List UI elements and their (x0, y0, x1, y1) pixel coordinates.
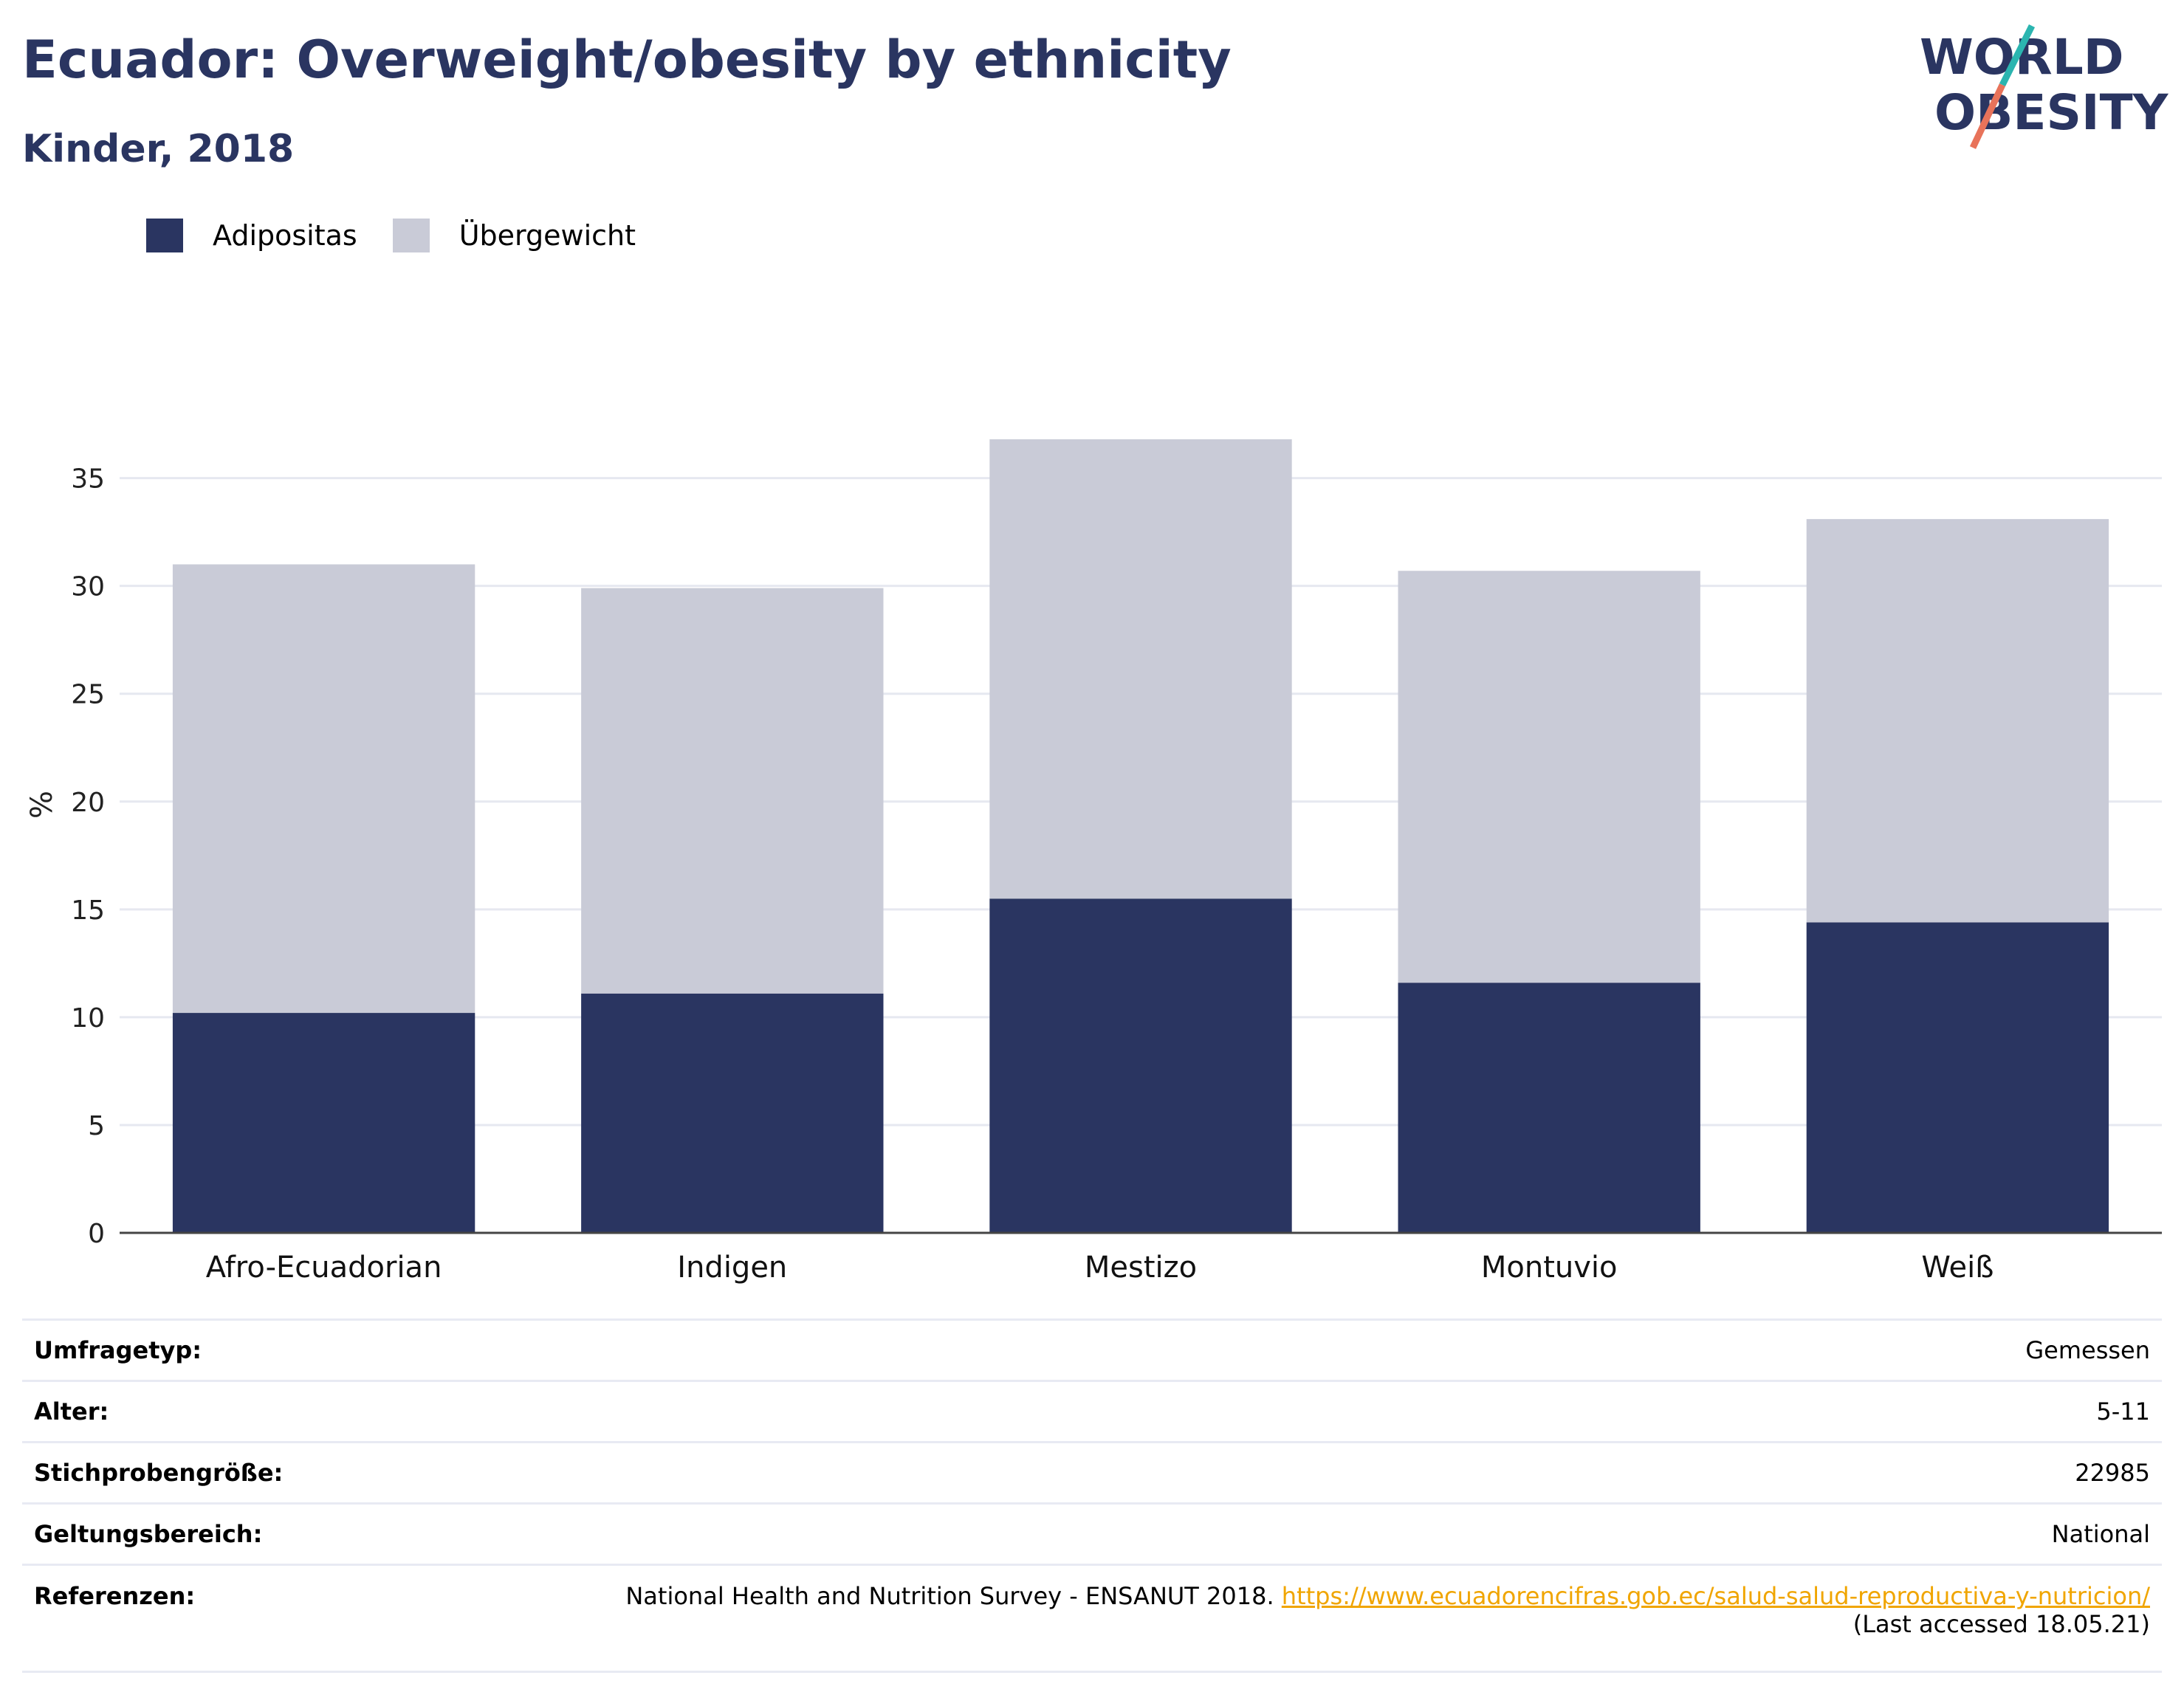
chart-title: Ecuador: Overweight/obesity by ethnicity (22, 30, 1232, 90)
meta-key: Alter: (22, 1380, 415, 1443)
x-tick-label: Weiß (1921, 1251, 1994, 1285)
meta-value: Gemessen (415, 1318, 2162, 1381)
y-tick-label: 30 (71, 572, 105, 602)
y-tick-label: 25 (71, 680, 105, 710)
bar-adipositas[interactable] (1806, 922, 2109, 1233)
x-tick-label: Montuvio (1481, 1251, 1618, 1285)
chart-legend: Adipositas Übergewicht (146, 219, 671, 252)
legend-label-uebergewicht: Übergewicht (459, 219, 636, 252)
x-tick-label: Mestizo (1085, 1251, 1197, 1285)
world-obesity-logo: WORLD OBESITY (1920, 24, 2169, 149)
y-tick-label: 15 (71, 895, 105, 926)
survey-metadata-table: Umfragetyp: Gemessen Alter: 5-11 Stichproben… (22, 1318, 2162, 1673)
chart-subtitle: Kinder, 2018 (22, 127, 295, 171)
meta-key: Referenzen: (22, 1564, 415, 1673)
bar-adipositas[interactable] (581, 993, 884, 1233)
reference-text: National Health and Nutrition Survey - E… (625, 1582, 1274, 1610)
reference-link[interactable]: https://www.ecuadorencifras.gob.ec/salud… (1281, 1582, 2150, 1610)
y-axis-title: % (25, 791, 59, 819)
bars (172, 439, 2109, 1233)
x-tick-label: Indigen (677, 1251, 787, 1285)
x-tick-label: Afro-Ecuadorian (206, 1251, 442, 1285)
meta-row: Alter: 5-11 (22, 1380, 2162, 1443)
logo-line2: OBESITY (1934, 84, 2169, 141)
bar-uebergewicht[interactable] (1398, 571, 1700, 983)
meta-value: 22985 (415, 1441, 2162, 1504)
bar-uebergewicht[interactable] (1806, 519, 2109, 923)
y-tick-label: 35 (71, 464, 105, 495)
bar-uebergewicht[interactable] (172, 564, 475, 1014)
bar-uebergewicht[interactable] (989, 439, 1292, 899)
references-value: National Health and Nutrition Survey - E… (415, 1564, 2162, 1673)
axes: 0 5 10 15 20 25 30 35 Afro-Ecuadorian Indigen Mest… (71, 464, 2162, 1285)
bar-adipositas[interactable] (172, 1013, 475, 1233)
meta-key: Stichprobengröße: (22, 1441, 415, 1504)
meta-row: Stichprobengröße: 22985 (22, 1441, 2162, 1504)
bar-adipositas[interactable] (989, 898, 1292, 1233)
bar-adipositas[interactable] (1398, 983, 1700, 1233)
meta-row: Umfragetyp: Gemessen (22, 1318, 2162, 1381)
legend-item-adipositas[interactable]: Adipositas (146, 219, 357, 252)
y-tick-label: 5 (88, 1111, 105, 1141)
logo-line1: WORLD (1920, 29, 2124, 86)
reference-accessed: (Last accessed 18.05.21) (1852, 1610, 2150, 1638)
legend-label-adipositas: Adipositas (213, 219, 357, 252)
y-tick-label: 20 (71, 788, 105, 818)
meta-row: Geltungsbereich: National (22, 1502, 2162, 1565)
meta-key: Umfragetyp: (22, 1318, 415, 1381)
bar-uebergewicht[interactable] (581, 588, 884, 994)
logo-slash-top (1999, 24, 2036, 87)
legend-item-uebergewicht[interactable]: Übergewicht (392, 219, 636, 252)
y-tick-label: 0 (88, 1219, 105, 1249)
logo-slash-bottom (1969, 83, 2006, 149)
stacked-bar-chart: 0 5 10 15 20 25 30 35 Afro-Ecuadorian Indigen Mest… (25, 439, 2162, 1285)
legend-swatch-adipositas (146, 219, 183, 252)
meta-row-references: Referenzen: National Health and Nutrition… (22, 1564, 2162, 1673)
meta-key: Geltungsbereich: (22, 1502, 415, 1565)
legend-swatch-uebergewicht (392, 219, 430, 252)
meta-value: National (415, 1502, 2162, 1565)
meta-value: 5-11 (415, 1380, 2162, 1443)
y-tick-label: 10 (71, 1003, 105, 1034)
